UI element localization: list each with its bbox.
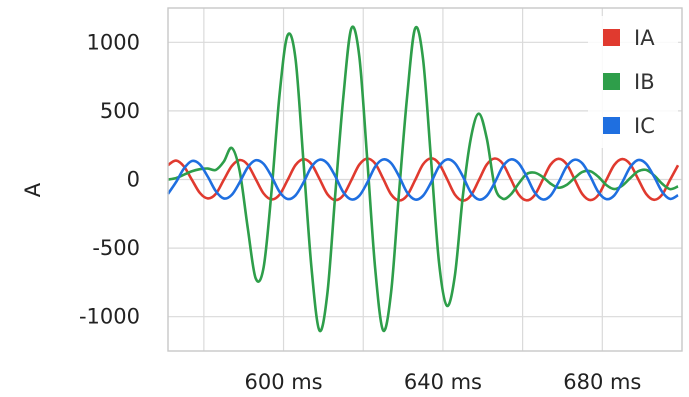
grid xyxy=(168,8,682,351)
legend-swatch-ib xyxy=(603,73,620,90)
legend-swatch-ia xyxy=(603,29,620,46)
plot-lines xyxy=(166,25,680,333)
series-line-ia xyxy=(167,157,680,202)
y-tick-label: -1000 xyxy=(79,305,140,329)
plot-frame xyxy=(167,7,683,352)
legend-swatch-ic xyxy=(603,117,620,134)
y-axis-label: A xyxy=(21,182,45,197)
x-tick-label: 600 ms xyxy=(244,370,322,394)
x-tick-label: 640 ms xyxy=(404,370,482,394)
y-tick-label: 500 xyxy=(100,99,140,123)
series-line-ic xyxy=(166,158,679,201)
y-tick-label: -500 xyxy=(92,236,140,260)
legend-label-ic: IC xyxy=(634,114,655,138)
y-tick-label: 0 xyxy=(127,168,140,192)
series-line-ib xyxy=(167,25,679,333)
legend-label-ib: IB xyxy=(634,70,655,94)
y-tick-label: 1000 xyxy=(87,30,140,54)
legend-background xyxy=(588,16,678,148)
y-axis-tick-labels: 1000 500 0 -500 -1000 xyxy=(79,30,140,328)
x-tick-label: 680 ms xyxy=(563,370,641,394)
legend: IA IB IC xyxy=(588,16,678,148)
x-axis-tick-labels: 600 ms 640 ms 680 ms xyxy=(244,370,641,394)
legend-label-ia: IA xyxy=(634,26,655,50)
